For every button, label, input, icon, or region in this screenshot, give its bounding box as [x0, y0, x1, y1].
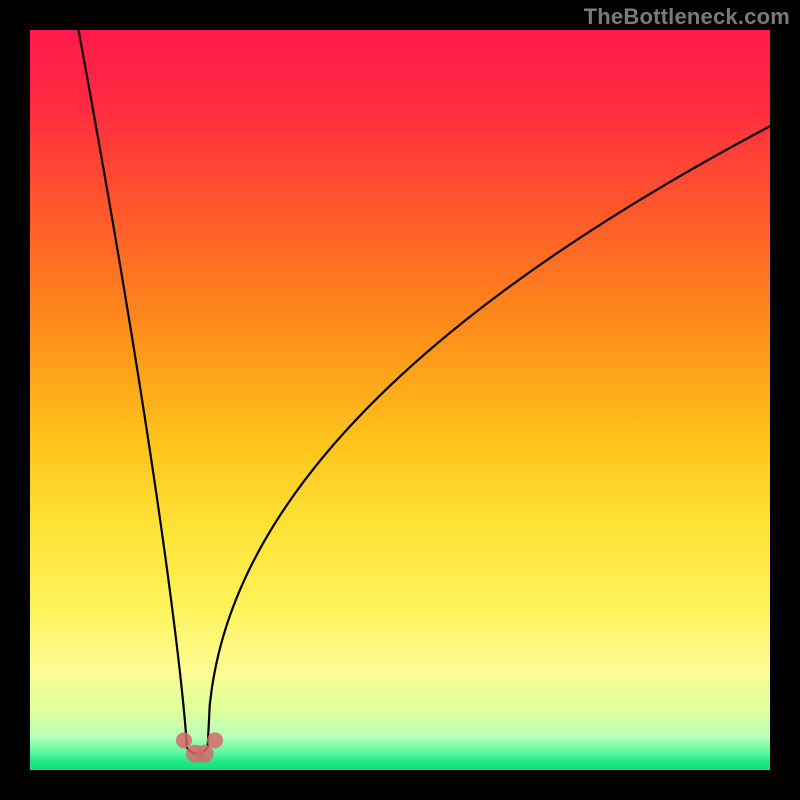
watermark-text: TheBottleneck.com: [584, 4, 790, 30]
valley-marker: [207, 732, 223, 748]
valley-marker: [196, 745, 214, 763]
valley-marker: [176, 732, 192, 748]
